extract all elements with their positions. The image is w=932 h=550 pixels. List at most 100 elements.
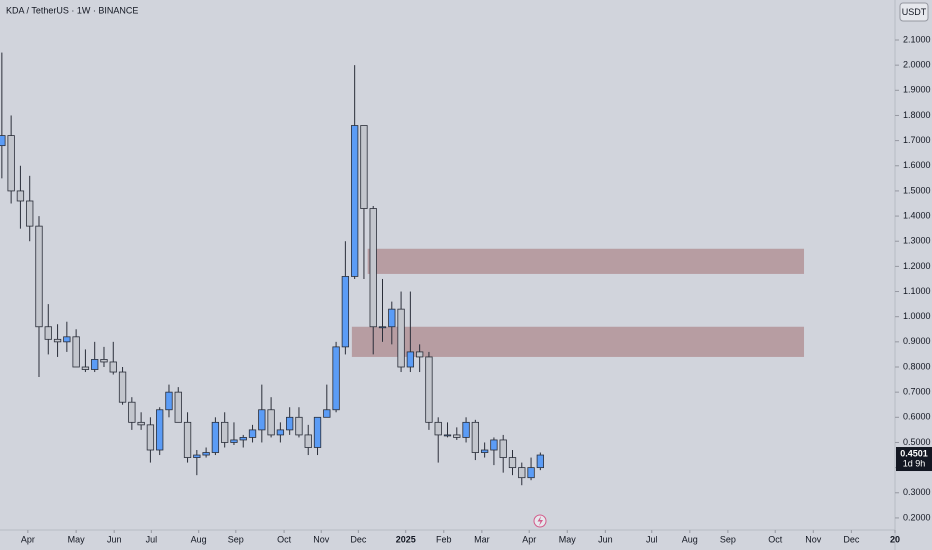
candle-body xyxy=(378,326,387,329)
candle-body xyxy=(7,135,15,192)
candle-body xyxy=(211,421,220,453)
y-tick-label: 2.0000 xyxy=(903,60,931,70)
y-tick-label: 2.1000 xyxy=(903,34,931,44)
candle-body xyxy=(91,359,99,370)
candle-body xyxy=(397,308,405,368)
countdown: 1d 9h xyxy=(903,458,926,468)
candle-body xyxy=(434,421,442,436)
candle-body xyxy=(332,346,340,411)
x-tick-label: 2025 xyxy=(396,534,416,544)
candle-body xyxy=(100,359,108,363)
y-tick-label: 1.2000 xyxy=(903,261,931,271)
y-tick-label: 1.6000 xyxy=(903,160,931,170)
y-tick-label: 0.9000 xyxy=(903,336,931,346)
price-badge xyxy=(896,447,932,472)
candle-body xyxy=(258,409,266,431)
y-tick-label: 0.5000 xyxy=(903,437,931,447)
candle-body xyxy=(499,439,507,458)
candle-body xyxy=(193,454,201,458)
candle-body xyxy=(165,391,173,411)
candle-body xyxy=(44,326,52,340)
x-tick-label: Dec xyxy=(843,534,860,544)
x-tick-label: Aug xyxy=(191,534,207,544)
candle-body xyxy=(202,452,210,456)
candle-body xyxy=(81,366,90,370)
candle-body xyxy=(53,338,62,343)
candle-body xyxy=(480,449,489,453)
candle-body xyxy=(341,276,350,348)
x-tick-label: Apr xyxy=(21,534,35,544)
zone xyxy=(351,326,805,357)
candle-body xyxy=(527,467,535,479)
candle-body xyxy=(72,336,80,368)
candle-body xyxy=(295,416,303,436)
y-tick-label: 0.8000 xyxy=(903,361,931,371)
currency: USDT xyxy=(902,7,927,17)
event-icon xyxy=(537,516,543,526)
x-tick-label: May xyxy=(68,534,86,544)
candle-body xyxy=(183,421,192,458)
candle-body xyxy=(267,409,275,436)
candle-body xyxy=(415,351,424,358)
candle-body xyxy=(304,434,312,448)
candle-body xyxy=(156,409,164,451)
y-tick-label: 0.6000 xyxy=(903,412,931,422)
candle-body xyxy=(471,421,480,453)
y-tick-label: 1.0000 xyxy=(903,311,931,321)
x-tick-label: Sep xyxy=(720,534,736,544)
candle-body xyxy=(63,336,71,343)
candle-body xyxy=(221,421,229,443)
x-tick-label: 20 xyxy=(890,534,900,544)
x-tick-label: Sep xyxy=(228,534,244,544)
x-tick-label: Feb xyxy=(436,534,452,544)
x-tick-label: Jul xyxy=(646,534,658,544)
candle-body xyxy=(248,429,257,438)
candle-body xyxy=(118,371,127,403)
candle-body xyxy=(35,225,43,328)
y-tick-label: 0.7000 xyxy=(903,387,931,397)
candle-body xyxy=(137,421,145,426)
candle-body xyxy=(174,391,182,423)
y-tick-label: 1.3000 xyxy=(903,236,931,246)
x-tick-label: Oct xyxy=(277,534,292,544)
y-tick-label: 1.9000 xyxy=(903,85,931,95)
candle-body xyxy=(313,416,322,448)
candle-body xyxy=(536,454,544,469)
candle-body xyxy=(388,308,396,328)
candle-body xyxy=(518,467,526,479)
candle-body xyxy=(230,439,238,443)
x-tick-label: Mar xyxy=(474,534,490,544)
candle-body xyxy=(16,190,25,202)
candle-body xyxy=(443,434,452,437)
x-tick-label: Jul xyxy=(146,534,158,544)
candle-body xyxy=(490,439,498,451)
x-tick-label: Jun xyxy=(598,534,613,544)
candle-body xyxy=(0,135,6,147)
y-tick-label: 1.7000 xyxy=(903,135,931,145)
x-tick-label: Oct xyxy=(768,534,783,544)
candle-body xyxy=(360,125,368,209)
x-tick-label: Nov xyxy=(805,534,822,544)
currency-box xyxy=(899,2,929,22)
x-tick-label: Nov xyxy=(313,534,330,544)
candle-body xyxy=(425,356,433,423)
y-tick-label: 1.4000 xyxy=(903,210,931,220)
candle-body xyxy=(26,200,34,227)
y-tick-label: 1.1000 xyxy=(903,286,931,296)
candle-body xyxy=(128,401,136,423)
candle-body xyxy=(462,421,470,438)
price-label: 0.4501 xyxy=(900,448,928,458)
candle-body xyxy=(239,437,247,441)
x-tick-label: Apr xyxy=(522,534,536,544)
x-tick-label: Dec xyxy=(350,534,367,544)
x-tick-label: May xyxy=(559,534,577,544)
candle-body xyxy=(109,361,117,373)
candle-body xyxy=(146,424,155,451)
y-tick-label: 0.2000 xyxy=(903,512,931,522)
candle-body xyxy=(508,457,517,469)
candle-body xyxy=(406,351,415,368)
y-tick-label: 1.5000 xyxy=(903,185,931,195)
